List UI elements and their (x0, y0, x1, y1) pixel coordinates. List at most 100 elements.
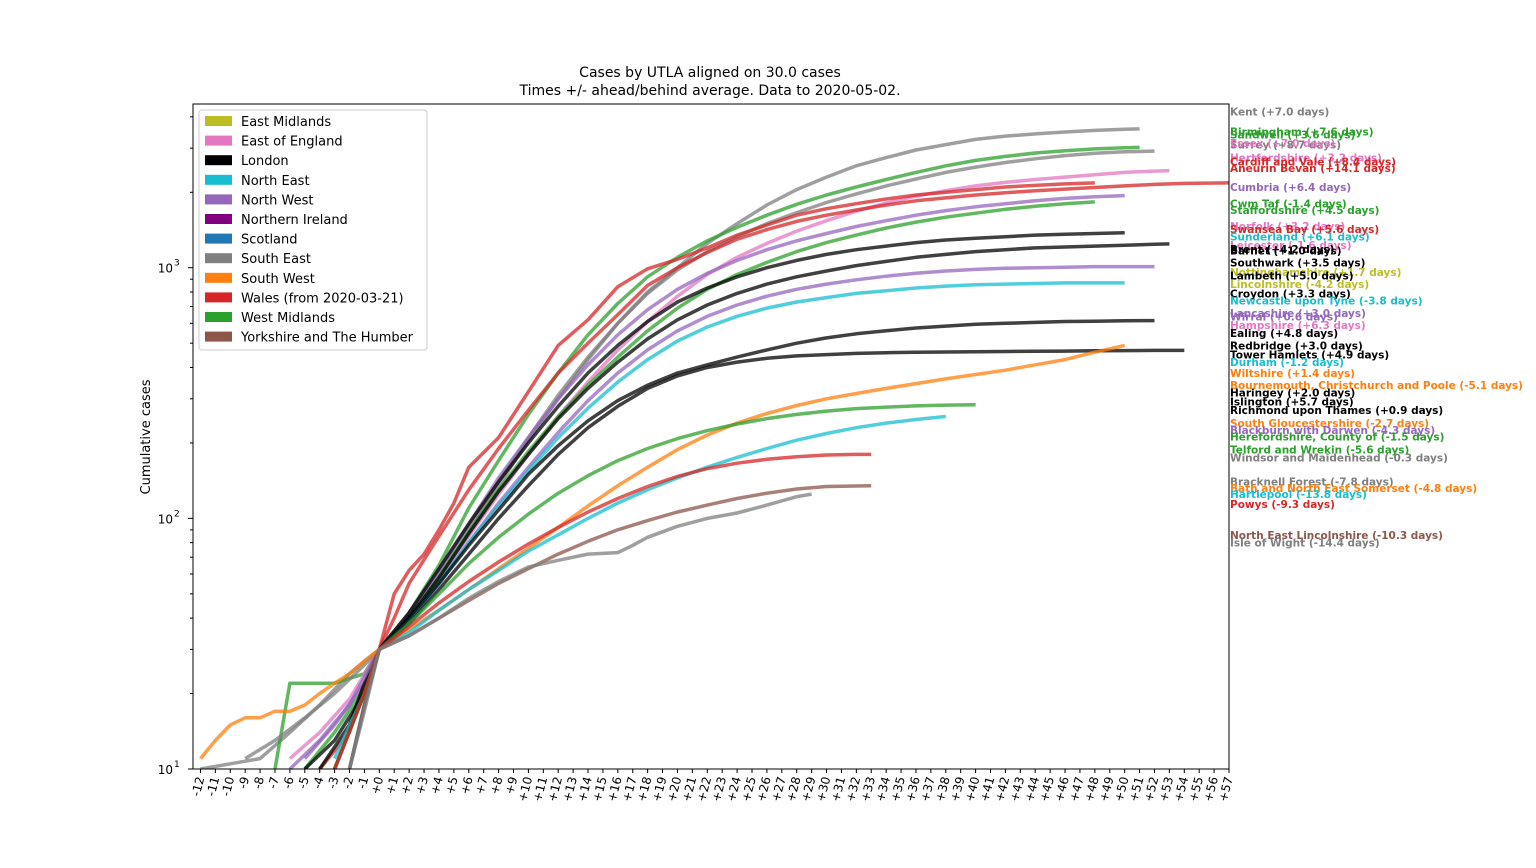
series-end-label: Bath and North East Somerset (-4.8 days) (1230, 483, 1477, 495)
x-tick-label: -2 (340, 775, 357, 790)
x-tick-label: +25 (739, 775, 759, 803)
series-end-label: Bournemouth, Christchurch and Poole (-5.… (1230, 380, 1523, 392)
x-tick-label: +51 (1126, 775, 1146, 803)
x-tick-label: +31 (828, 775, 848, 803)
x-tick-label: +8 (487, 775, 505, 796)
x-tick-label: +3 (413, 775, 431, 796)
x-tick-label: +14 (575, 775, 595, 803)
series-end-label: Lincolnshire (-4.2 days) (1230, 279, 1369, 291)
x-tick-label: +34 (873, 775, 893, 803)
series-end-label: Nottinghamshire (+1.7 days) (1230, 267, 1401, 279)
x-tick-label: -12 (189, 775, 208, 798)
x-tick-label: -8 (250, 775, 267, 790)
x-axis: -12-11-10-9-8-7-6-5-4-3-2-1+0+1+2+3+4+5+… (189, 769, 1236, 803)
series-end-label: Barnet (+1.0 days) (1230, 246, 1342, 258)
x-tick-label: +37 (918, 775, 938, 803)
x-tick-label: -9 (235, 775, 252, 790)
legend-box (198, 109, 428, 351)
x-tick-label: -11 (204, 775, 223, 798)
x-tick-label: -1 (355, 775, 372, 790)
legend-label: South West (241, 272, 315, 287)
legend-swatch (205, 194, 232, 205)
series-end-label: Richmond upon Thames (+0.9 days) (1230, 405, 1443, 417)
legend-swatch (205, 135, 232, 146)
series-line-12 (347, 348, 1185, 769)
legend-swatch (205, 312, 232, 322)
series-end-label: Cardiff and Vale (+8.4 days) (1230, 157, 1396, 169)
series-line-16 (347, 414, 946, 769)
series-end-label: Durham (-1.2 days) (1230, 357, 1344, 369)
x-tick-label: +2 (398, 775, 416, 796)
y-tick-exponent: 1 (174, 760, 180, 770)
x-tick-label: +15 (590, 775, 610, 803)
legend-label: North West (241, 193, 313, 208)
x-tick-label: +0 (368, 775, 386, 796)
series-lines (199, 127, 1229, 769)
x-tick-label: +10 (515, 775, 535, 803)
x-tick-label: +32 (843, 775, 863, 803)
series-end-label: Surrey (+8.7 days) (1230, 140, 1341, 152)
series-end-label: Swansea Bay (+5.6 days) (1230, 224, 1379, 236)
x-tick-label: +38 (933, 775, 953, 803)
y-tick-exponent: 2 (174, 509, 180, 519)
series-line-13 (332, 318, 1155, 769)
series-line-14 (199, 343, 1126, 760)
series-end-label: Norfolk (+3.2 days) (1230, 221, 1345, 233)
x-tick-label: +36 (903, 775, 923, 803)
legend-swatch (205, 155, 232, 166)
x-tick-label: +39 (948, 775, 968, 803)
x-tick-label: +54 (1171, 775, 1191, 803)
series-end-label: Essex (+7.0 days) (1230, 138, 1335, 150)
series-end-label: Sandwell (+3.6 days) (1230, 130, 1355, 142)
x-tick-label: +28 (784, 775, 804, 803)
legend-label: East of England (241, 135, 343, 150)
series-end-label: Redbridge (+3.0 days) (1230, 340, 1363, 352)
legend-label: North East (241, 174, 310, 189)
x-tick-label: +4 (428, 775, 446, 796)
series-end-label: Wiltshire (+1.4 days) (1230, 368, 1355, 380)
x-tick-label: +21 (679, 775, 699, 803)
x-tick-label: +27 (769, 775, 789, 803)
x-tick-label: +48 (1082, 775, 1102, 803)
x-tick-label: +45 (1037, 775, 1057, 803)
legend-label: London (241, 154, 289, 169)
series-end-label: Tower Hamlets (+4.9 days) (1230, 350, 1389, 362)
x-tick-label: +1 (383, 775, 401, 796)
series-end-label: Newcastle upon Tyne (-3.8 days) (1230, 295, 1423, 307)
series-end-label: Islington (+5.7 days) (1230, 397, 1354, 409)
x-tick-label: +50 (1112, 775, 1132, 803)
series-end-label: Haringey (+2.0 days) (1230, 387, 1355, 399)
series-line-9 (303, 242, 1170, 769)
series-line-5 (332, 181, 1229, 769)
x-tick-label: -5 (295, 775, 312, 790)
x-tick-label: +55 (1186, 775, 1206, 803)
x-tick-label: +23 (709, 775, 729, 803)
series-end-label: Aneurin Bevan (+14.1 days) (1230, 163, 1396, 175)
x-tick-label: +47 (1067, 775, 1087, 803)
series-line-11 (333, 281, 1125, 760)
series-end-label: South Gloucestershire (-2.7 days) (1230, 418, 1429, 430)
x-tick-label: +42 (992, 775, 1012, 803)
x-tick-label: +29 (798, 775, 818, 803)
series-end-label: Hampshire (+6.3 days) (1230, 320, 1366, 332)
x-tick-label: +41 (977, 775, 997, 803)
legend-label: South East (241, 252, 311, 267)
y-tick-label: 10 (158, 512, 173, 526)
legend: East Midlands East of England London North … (198, 109, 428, 351)
series-end-label: Herefordshire, County of (-1.5 days) (1230, 432, 1444, 444)
series-line-18 (347, 483, 872, 769)
x-tick-label: +5 (443, 775, 461, 796)
series-end-label: North East Lincolnshire (-10.3 days) (1230, 530, 1443, 542)
x-tick-label: +35 (888, 775, 908, 803)
plot-frame (192, 103, 1230, 770)
legend-label: West Midlands (241, 311, 335, 326)
series-end-label: Wirral (+0.6 days) (1230, 311, 1338, 323)
series-line-19 (347, 492, 812, 769)
series-end-label: Croydon (+3.3 days) (1230, 288, 1351, 300)
series-end-label: Windsor and Maidenhead (-0.3 days) (1230, 452, 1448, 464)
x-tick-label: +22 (694, 775, 714, 803)
series-end-label: Powys (-9.3 days) (1230, 499, 1335, 511)
x-tick-label: -7 (265, 775, 282, 790)
